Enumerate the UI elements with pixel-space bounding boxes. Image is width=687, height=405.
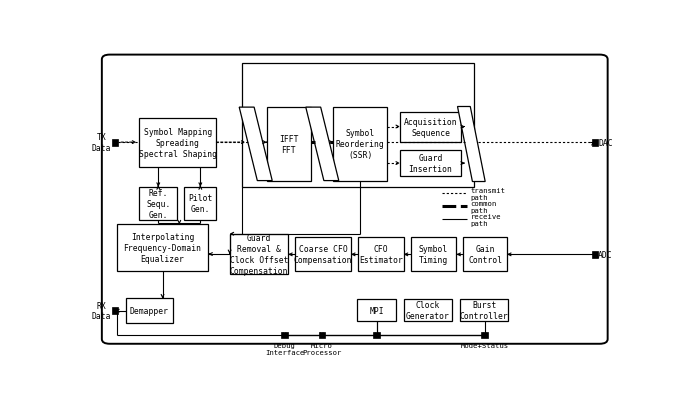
Bar (357, 299, 396, 322)
Bar (112, 307, 118, 314)
Bar (319, 332, 325, 338)
Bar (358, 238, 404, 272)
Text: Micro
Processor: Micro Processor (302, 342, 341, 355)
Bar (482, 332, 488, 338)
Bar (126, 299, 172, 323)
Text: CFO
Estimator: CFO Estimator (359, 245, 403, 265)
Text: Acquisition
Sequence: Acquisition Sequence (404, 117, 458, 137)
Bar (592, 251, 598, 258)
Bar (333, 108, 387, 181)
Text: Ref.
Sequ.
Gen.: Ref. Sequ. Gen. (146, 188, 170, 219)
Text: Symbol Mapping
Spreading
Spectral Shaping: Symbol Mapping Spreading Spectral Shapin… (139, 128, 216, 158)
Text: Gain
Control: Gain Control (468, 245, 502, 265)
Text: Symbol
Reordering
(SSR): Symbol Reordering (SSR) (336, 129, 385, 160)
Bar (400, 151, 461, 177)
Bar (411, 238, 456, 272)
Text: DAC: DAC (598, 138, 613, 147)
Polygon shape (306, 108, 339, 181)
Bar (374, 332, 380, 338)
Text: receive
path: receive path (471, 213, 501, 226)
Bar (592, 139, 598, 146)
Bar (460, 299, 508, 322)
Text: ADC: ADC (598, 250, 613, 259)
Polygon shape (458, 107, 485, 182)
Bar (281, 332, 288, 338)
Bar (400, 113, 461, 142)
Text: transmit
path: transmit path (471, 187, 505, 200)
Bar (139, 119, 216, 167)
Text: Mode+Status: Mode+Status (460, 342, 509, 348)
Bar (295, 238, 351, 272)
Text: Symbol
Timing: Symbol Timing (419, 245, 448, 265)
Bar (404, 299, 451, 322)
Text: Guard
Removal &
Clock Offset
Compensation: Guard Removal & Clock Offset Compensatio… (229, 233, 288, 275)
Bar (117, 225, 208, 272)
Text: Clock
Generator: Clock Generator (406, 300, 449, 320)
Bar (463, 238, 507, 272)
Text: common
path: common path (471, 200, 497, 213)
Text: Interpolating
Frequency-Domain
Equalizer: Interpolating Frequency-Domain Equalizer (124, 232, 201, 264)
Text: MPI: MPI (370, 306, 384, 315)
Bar (139, 188, 177, 220)
Text: RX
Data: RX Data (92, 301, 111, 320)
Text: Guard
Insertion: Guard Insertion (409, 153, 453, 174)
Text: IFFT
FFT: IFFT FFT (279, 134, 298, 155)
FancyBboxPatch shape (102, 55, 608, 344)
Text: Demapper: Demapper (130, 306, 169, 315)
Text: Burst
Controller: Burst Controller (460, 300, 508, 320)
Text: Coarse CFO
Compensation: Coarse CFO Compensation (294, 245, 352, 265)
Text: Debug
Interface: Debug Interface (264, 342, 304, 355)
Bar (184, 188, 216, 220)
Bar (112, 139, 118, 146)
Bar (242, 64, 474, 188)
Bar (267, 108, 311, 181)
Bar (229, 234, 289, 275)
Text: TX
Data: TX Data (92, 133, 111, 152)
Text: Pilot
Gen.: Pilot Gen. (188, 194, 212, 214)
Polygon shape (239, 108, 272, 181)
